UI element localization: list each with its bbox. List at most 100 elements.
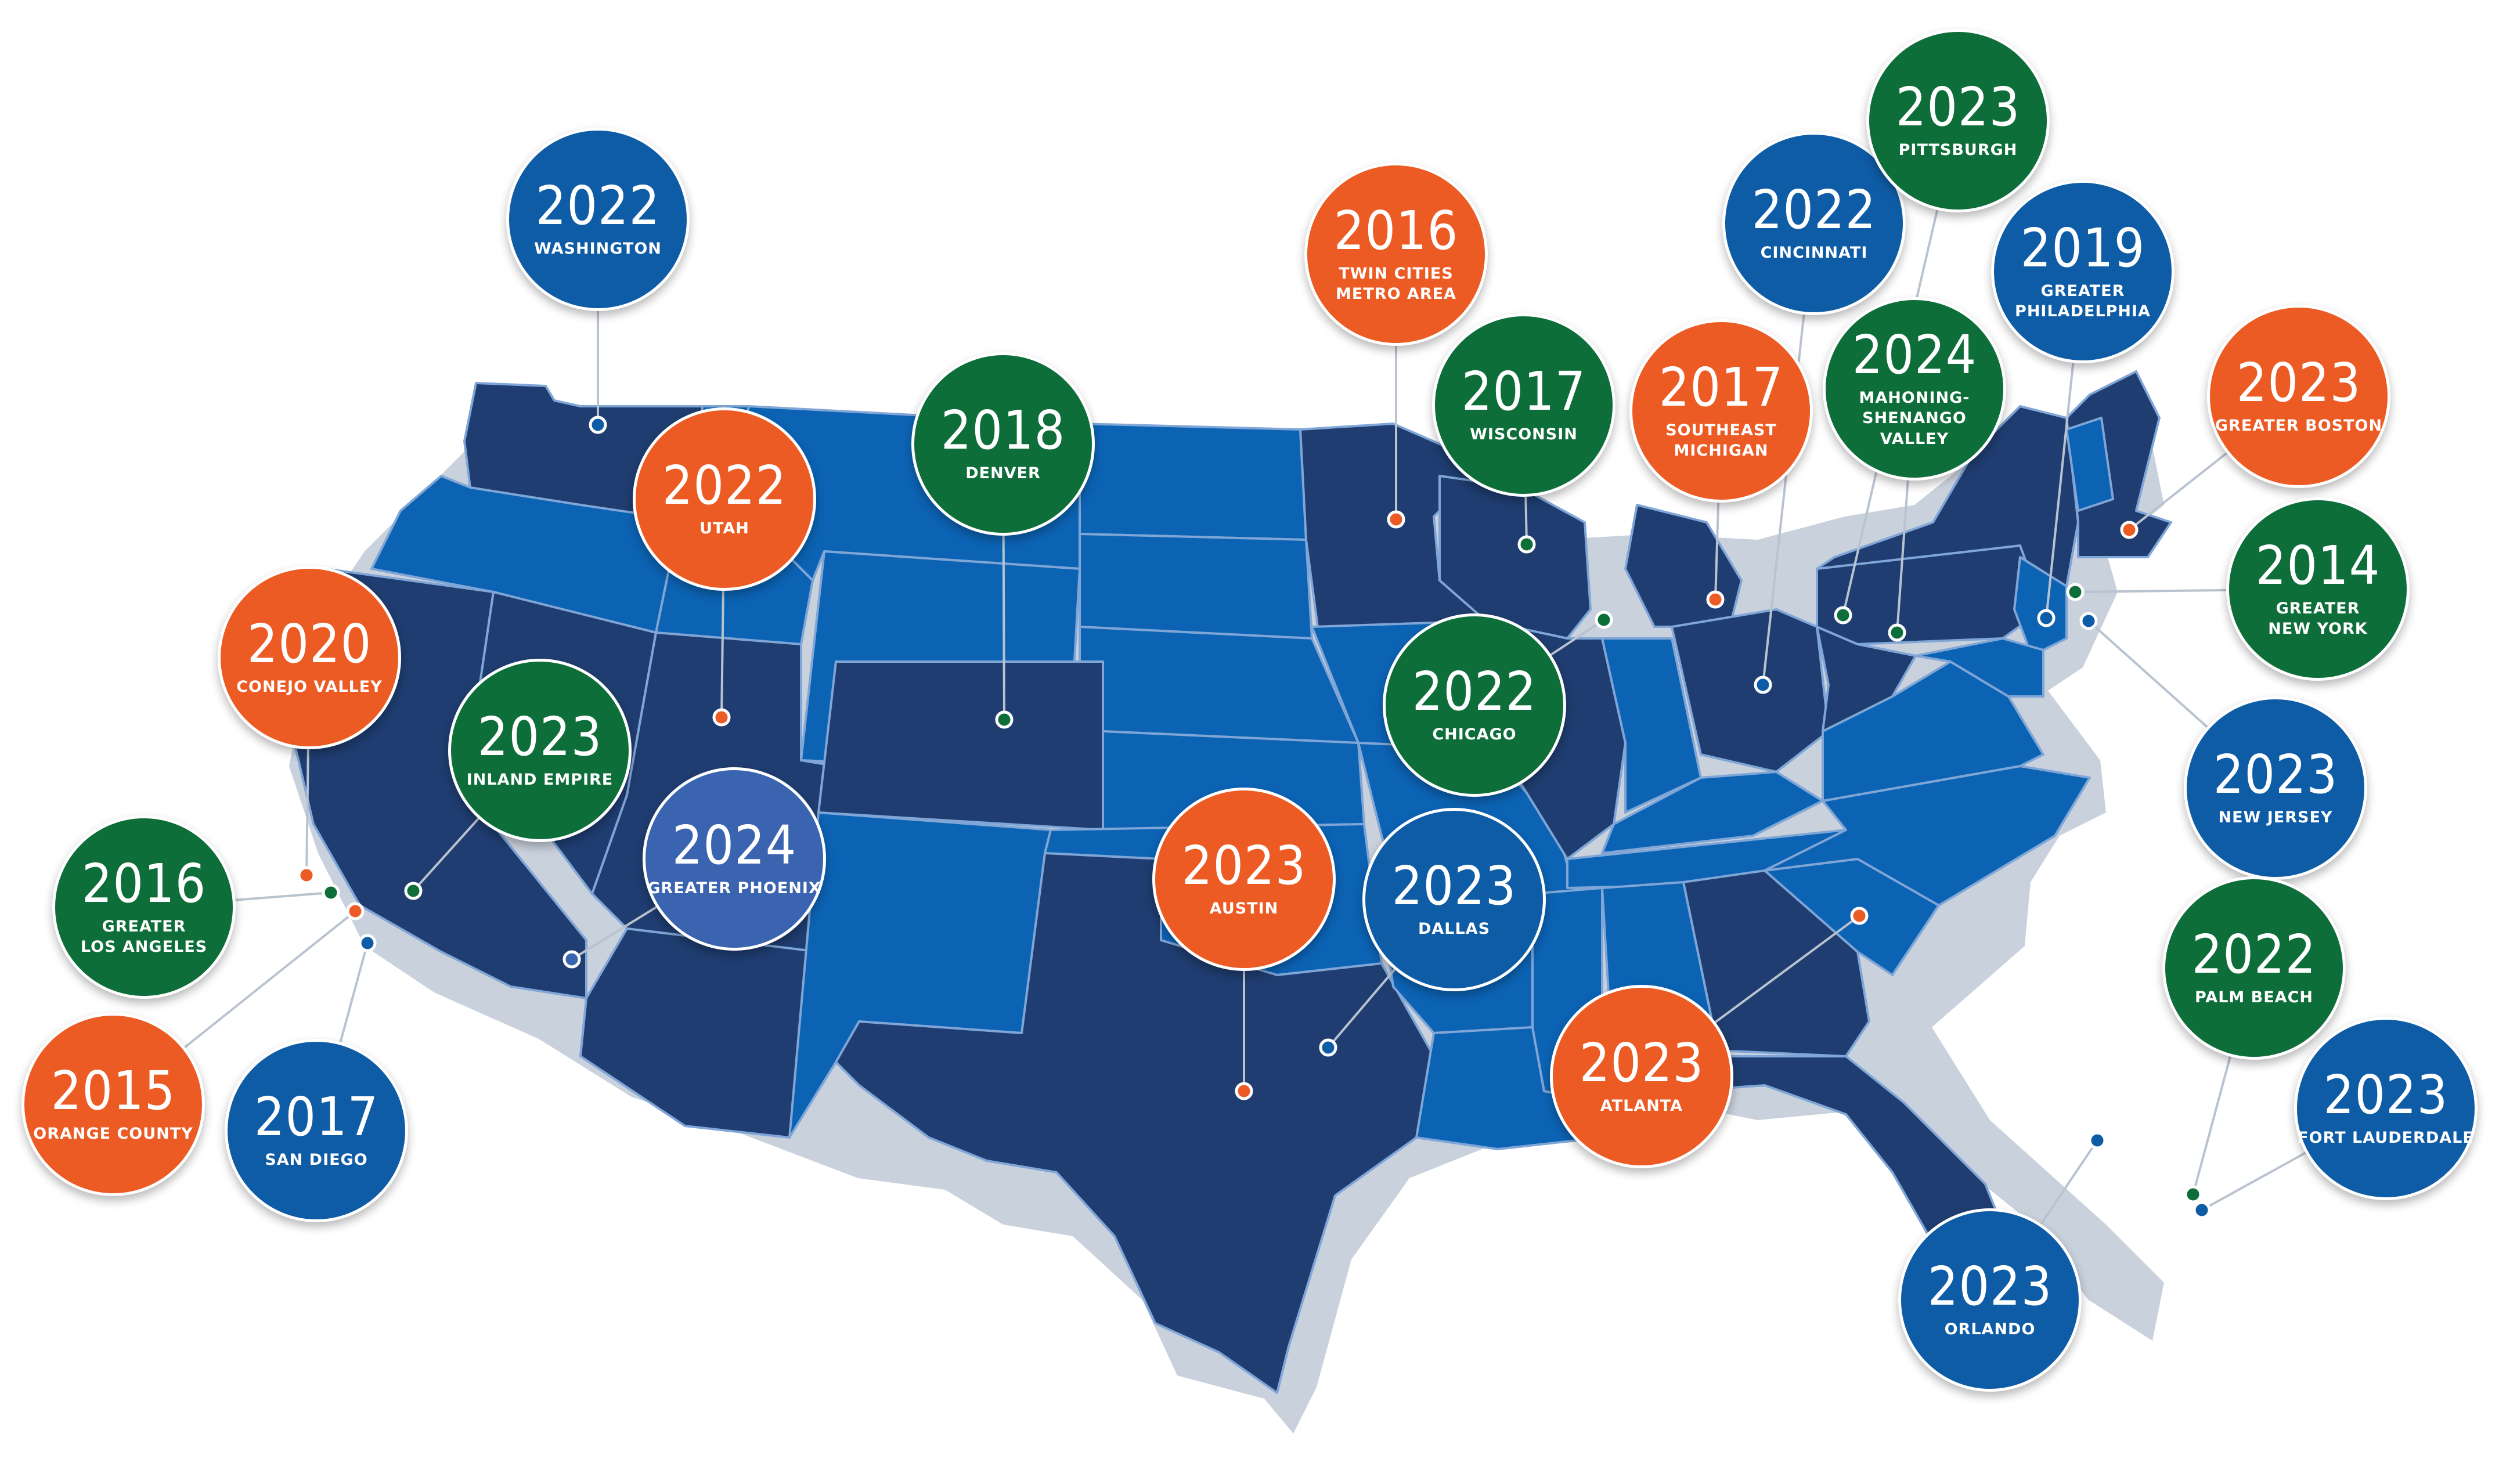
marker-name: SOUTHEAST MICHIGAN	[1665, 421, 1777, 460]
leader-line-inland-empire	[412, 818, 479, 892]
location-dot-dallas[interactable]	[1319, 1038, 1337, 1057]
location-dot-utah[interactable]	[712, 708, 731, 727]
state-virginia	[1752, 660, 2044, 837]
location-dot-mahoning-shenango-valley[interactable]	[1888, 623, 1906, 642]
leader-line-greater-phoenix	[571, 906, 657, 961]
marker-name: GREATER BOSTON	[2215, 417, 2383, 435]
location-dot-orlando[interactable]	[2088, 1131, 2107, 1150]
leader-line-palm-beach	[2192, 1056, 2231, 1195]
marker-name: WISCONSIN	[1470, 425, 1578, 444]
location-dot-greater-new-york[interactable]	[2066, 583, 2085, 601]
state-arizona	[579, 927, 820, 1139]
marker-year: 2016	[81, 852, 207, 915]
marker-bubble-palm-beach[interactable]: 2022 PALM BEACH	[2162, 876, 2346, 1060]
marker-bubble-conejo-valley[interactable]: 2020 CONEJO VALLEY	[218, 566, 401, 749]
leader-line-greater-philadelphia	[2045, 362, 2075, 619]
location-dot-greater-boston[interactable]	[2120, 521, 2139, 539]
marker-bubble-greater-los-angeles[interactable]: 2016 GREATER LOS ANGELES	[52, 815, 236, 999]
marker-bubble-inland-empire[interactable]: 2023 INLAND EMPIRE	[448, 659, 632, 842]
marker-name: TWIN CITIES METRO AREA	[1336, 264, 1456, 303]
state-indiana	[1601, 637, 1702, 814]
marker-bubble-twin-cities[interactable]: 2016 TWIN CITIES METRO AREA	[1304, 163, 1488, 346]
marker-name: ORLANDO	[1944, 1320, 2036, 1339]
marker-year: 2023	[1895, 76, 2021, 139]
location-dot-san-diego[interactable]	[358, 934, 377, 952]
marker-name: CONEJO VALLEY	[236, 678, 383, 696]
marker-name: SAN DIEGO	[265, 1151, 368, 1169]
location-dot-greater-los-angeles[interactable]	[322, 883, 340, 902]
marker-bubble-orange-county[interactable]: 2015 ORANGE COUNTY	[21, 1013, 205, 1196]
marker-bubble-mahoning-shenango-valley[interactable]: 2024 MAHONING-SHENANGO VALLEY	[1823, 297, 2006, 481]
marker-name: CINCINNATI	[1760, 244, 1868, 262]
marker-bubble-washington[interactable]: 2022 WASHINGTON	[506, 128, 690, 311]
location-dot-wisconsin[interactable]	[1517, 535, 1536, 554]
marker-bubble-denver[interactable]: 2018 DENVER	[911, 352, 1095, 536]
state-new-england	[2065, 370, 2172, 558]
marker-bubble-wisconsin[interactable]: 2017 WISCONSIN	[1432, 313, 1615, 497]
marker-name: GREATER LOS ANGELES	[80, 917, 208, 956]
marker-name: ATLANTA	[1600, 1097, 1683, 1115]
marker-bubble-cincinnati[interactable]: 2022 CINCINNATI	[1722, 132, 1906, 315]
marker-bubble-greater-new-york[interactable]: 2014 GREATER NEW YORK	[2226, 497, 2410, 681]
location-dot-cincinnati[interactable]	[1754, 676, 1772, 694]
location-dot-austin[interactable]	[1235, 1082, 1253, 1100]
location-dot-denver[interactable]	[995, 710, 1014, 729]
leader-line-greater-los-angeles	[235, 891, 331, 901]
marker-year: 2018	[940, 399, 1066, 462]
marker-name: GREATER NEW YORK	[2268, 599, 2368, 638]
marker-year: 2022	[662, 454, 787, 517]
marker-bubble-southeast-michigan[interactable]: 2017 SOUTHEAST MICHIGAN	[1629, 319, 1813, 503]
location-dot-orange-county[interactable]	[346, 902, 365, 920]
marker-name: DENVER	[965, 464, 1041, 483]
marker-bubble-fort-lauderdale[interactable]: 2023 FORT LAUDERDALE	[2294, 1017, 2478, 1200]
state-north-carolina	[1764, 765, 2091, 907]
marker-bubble-utah[interactable]: 2022 UTAH	[633, 407, 816, 591]
marker-bubble-greater-phoenix[interactable]: 2024 GREATER PHOENIX	[643, 767, 826, 951]
marker-bubble-pittsburgh[interactable]: 2023 PITTSBURGH	[1866, 29, 2050, 212]
marker-bubble-greater-philadelphia[interactable]: 2019 GREATER PHILADELPHIA	[1991, 180, 2175, 363]
marker-year: 2022	[1751, 179, 1877, 241]
marker-year: 2022	[535, 175, 661, 237]
marker-year: 2023	[1927, 1255, 2053, 1318]
marker-bubble-new-jersey[interactable]: 2023 NEW JERSEY	[2184, 696, 2367, 880]
location-dot-new-jersey[interactable]	[2079, 612, 2098, 630]
location-dot-southeast-michigan[interactable]	[1706, 590, 1725, 609]
leader-line-greater-new-york	[2075, 588, 2227, 593]
marker-year: 2022	[2191, 923, 2317, 986]
leader-line-san-diego	[339, 943, 369, 1043]
location-dot-chicago[interactable]	[1595, 611, 1613, 629]
leader-line-utah	[720, 590, 724, 718]
location-dot-pittsburgh[interactable]	[1834, 606, 1852, 624]
location-dot-palm-beach[interactable]	[2184, 1185, 2202, 1204]
marker-bubble-austin[interactable]: 2023 AUSTIN	[1152, 788, 1336, 971]
marker-bubble-orlando[interactable]: 2023 ORLANDO	[1898, 1208, 2082, 1392]
marker-year: 2023	[1181, 835, 1307, 897]
marker-name: FORT LAUDERDALE	[2298, 1129, 2474, 1147]
leader-line-conejo-valley	[305, 749, 309, 876]
location-dot-twin-cities[interactable]	[1387, 510, 1405, 529]
marker-year: 2023	[2236, 352, 2361, 414]
marker-year: 2020	[247, 613, 372, 676]
location-dot-atlanta[interactable]	[1850, 907, 1869, 925]
leader-line-atlanta	[1714, 915, 1860, 1023]
location-dot-greater-philadelphia[interactable]	[2037, 609, 2056, 627]
marker-bubble-san-diego[interactable]: 2017 SAN DIEGO	[225, 1039, 408, 1222]
location-dot-fort-lauderdale[interactable]	[2193, 1201, 2211, 1219]
marker-bubble-atlanta[interactable]: 2023 ATLANTA	[1550, 985, 1733, 1168]
location-dot-inland-empire[interactable]	[404, 882, 423, 900]
leader-line-fort-lauderdale	[2201, 1151, 2306, 1211]
leader-line-southeast-michigan	[1714, 502, 1720, 600]
location-dot-conejo-valley[interactable]	[297, 866, 316, 884]
marker-bubble-greater-boston[interactable]: 2023 GREATER BOSTON	[2207, 305, 2390, 488]
state-colorado	[817, 660, 1110, 831]
marker-year: 2023	[1579, 1032, 1704, 1095]
marker-year: 2015	[51, 1060, 176, 1122]
marker-bubble-chicago[interactable]: 2022 CHICAGO	[1383, 613, 1566, 797]
marker-name: DALLAS	[1418, 920, 1491, 938]
marker-bubble-dallas[interactable]: 2023 DALLAS	[1362, 808, 1546, 991]
location-dot-greater-phoenix[interactable]	[562, 950, 581, 969]
marker-name: GREATER PHOENIX	[647, 879, 821, 898]
location-dot-washington[interactable]	[589, 416, 607, 434]
marker-name: WASHINGTON	[534, 240, 662, 258]
marker-year: 2017	[1658, 356, 1784, 418]
